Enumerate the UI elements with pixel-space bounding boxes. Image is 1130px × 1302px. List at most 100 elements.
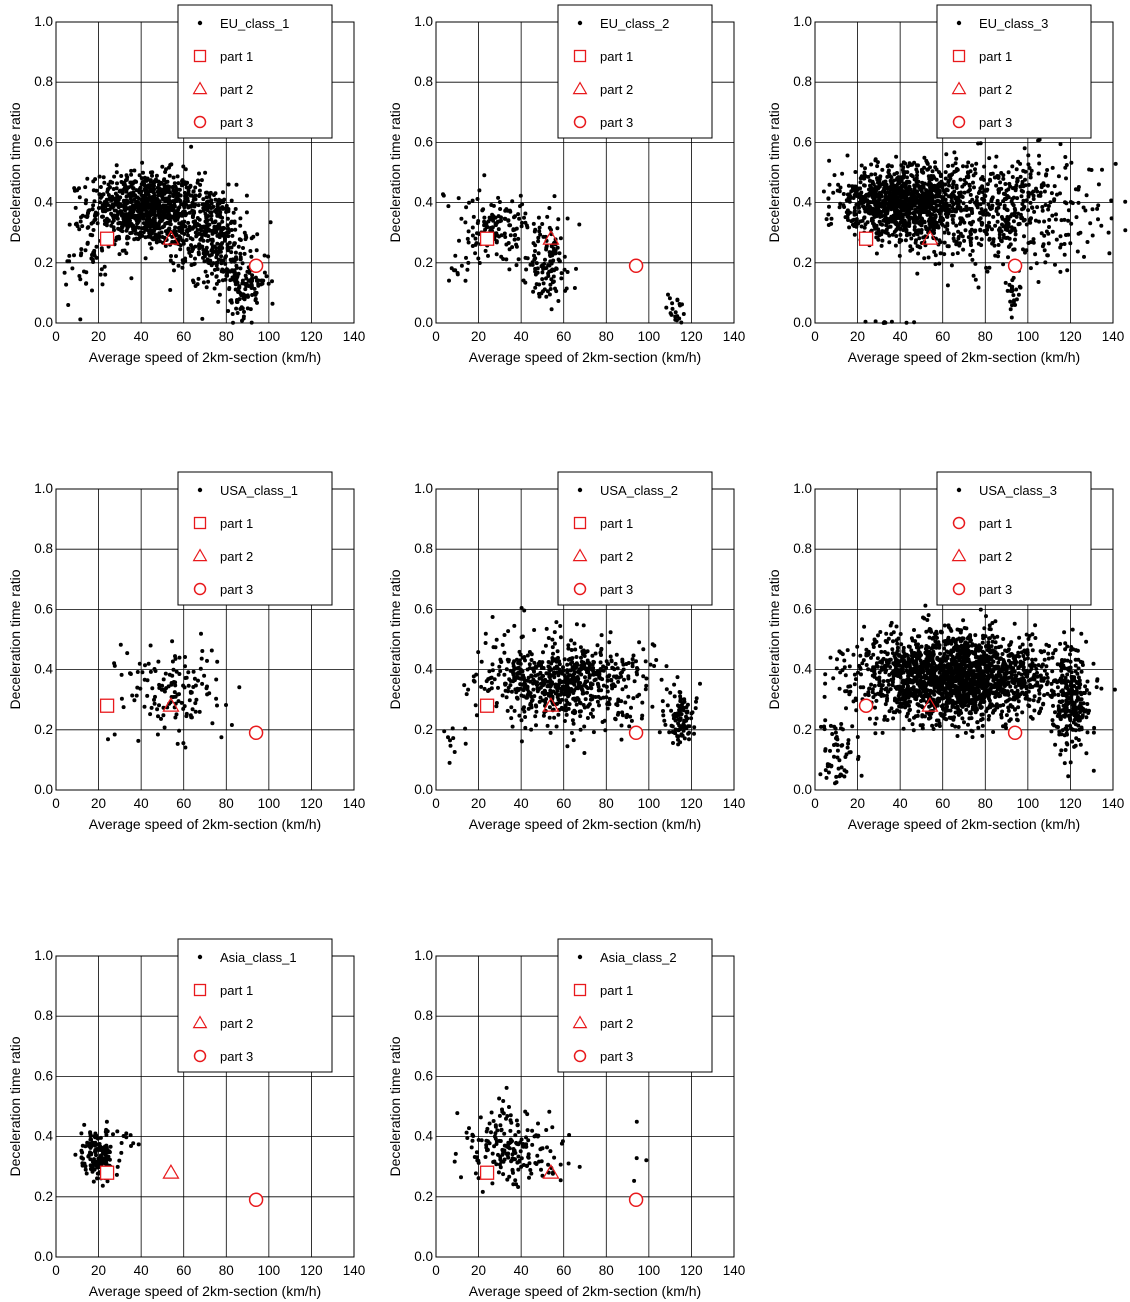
data-point	[80, 224, 85, 229]
data-point	[993, 253, 998, 258]
data-point	[599, 688, 604, 693]
data-point	[1064, 163, 1069, 167]
y-tick-label: 0.6	[34, 601, 53, 616]
data-point	[1096, 203, 1101, 208]
data-point	[659, 677, 664, 682]
data-point	[569, 648, 574, 652]
data-point	[105, 207, 110, 212]
data-point	[476, 219, 481, 223]
data-point	[880, 730, 885, 735]
data-point	[581, 650, 586, 655]
data-point	[675, 675, 680, 680]
data-point	[207, 194, 212, 199]
data-point	[494, 252, 499, 257]
data-point	[64, 282, 69, 287]
reference-marker-1	[479, 698, 495, 713]
data-point	[146, 661, 151, 666]
data-point	[463, 278, 468, 283]
data-point	[887, 190, 892, 195]
data-point	[504, 695, 509, 700]
data-point	[574, 266, 578, 271]
data-point	[197, 192, 202, 197]
data-point	[227, 286, 232, 290]
data-point	[637, 640, 642, 645]
data-point	[1075, 249, 1080, 254]
data-point	[1016, 292, 1021, 297]
data-point	[988, 177, 992, 182]
data-point	[958, 177, 963, 182]
data-point	[593, 677, 598, 682]
data-point	[1088, 221, 1093, 226]
data-point	[885, 164, 890, 169]
data-point	[899, 163, 904, 168]
data-point	[589, 686, 594, 691]
data-point	[1049, 191, 1054, 196]
data-point	[547, 206, 552, 210]
x-tick-label: 20	[850, 329, 865, 344]
data-point	[67, 222, 72, 227]
data-point	[498, 669, 503, 674]
data-point	[520, 669, 525, 674]
data-point	[199, 631, 203, 636]
data-point	[171, 680, 176, 684]
data-point	[969, 243, 973, 248]
data-point	[494, 637, 499, 642]
data-point	[144, 209, 149, 214]
data-point	[114, 186, 119, 191]
data-point	[106, 193, 111, 197]
data-point	[210, 237, 215, 242]
data-point	[447, 760, 452, 765]
data-point	[188, 254, 193, 258]
data-point	[155, 196, 159, 201]
data-point	[912, 320, 917, 325]
data-point	[151, 186, 156, 191]
data-point	[1056, 174, 1061, 179]
data-point	[543, 643, 548, 648]
data-point	[515, 696, 520, 701]
data-point	[1036, 171, 1041, 176]
x-tick-label: 140	[723, 329, 746, 344]
data-point	[456, 196, 461, 201]
reference-marker-1	[479, 231, 495, 246]
data-point	[921, 235, 926, 240]
data-point	[547, 263, 552, 268]
data-point	[202, 673, 207, 678]
data-point	[270, 301, 275, 306]
data-point	[521, 673, 526, 678]
data-point	[663, 722, 668, 727]
data-point	[1026, 162, 1031, 167]
data-point	[213, 197, 218, 202]
data-point	[110, 202, 115, 207]
data-point	[531, 241, 536, 246]
data-point	[214, 696, 219, 701]
data-point	[985, 269, 990, 274]
data-point	[606, 674, 611, 679]
data-point	[206, 214, 211, 218]
data-point	[222, 238, 227, 243]
data-point	[193, 185, 198, 190]
data-point	[92, 199, 97, 204]
data-point	[585, 649, 590, 654]
legend-square-icon	[573, 516, 587, 530]
data-point	[562, 657, 567, 662]
data-point	[151, 205, 156, 210]
data-point	[514, 666, 519, 671]
data-point	[187, 185, 192, 190]
data-point	[153, 232, 158, 237]
data-point	[999, 171, 1004, 175]
data-point	[238, 223, 243, 228]
data-point	[974, 198, 979, 203]
data-point	[1037, 161, 1042, 166]
data-point	[995, 174, 1000, 178]
data-point	[532, 679, 537, 684]
data-point	[112, 663, 117, 668]
data-point	[250, 293, 255, 297]
data-point	[176, 263, 181, 268]
data-point	[214, 274, 219, 279]
data-point	[201, 280, 206, 285]
data-point	[537, 225, 542, 230]
data-point	[921, 203, 926, 208]
data-point	[852, 217, 857, 222]
data-point	[950, 172, 955, 177]
data-point	[660, 699, 665, 704]
